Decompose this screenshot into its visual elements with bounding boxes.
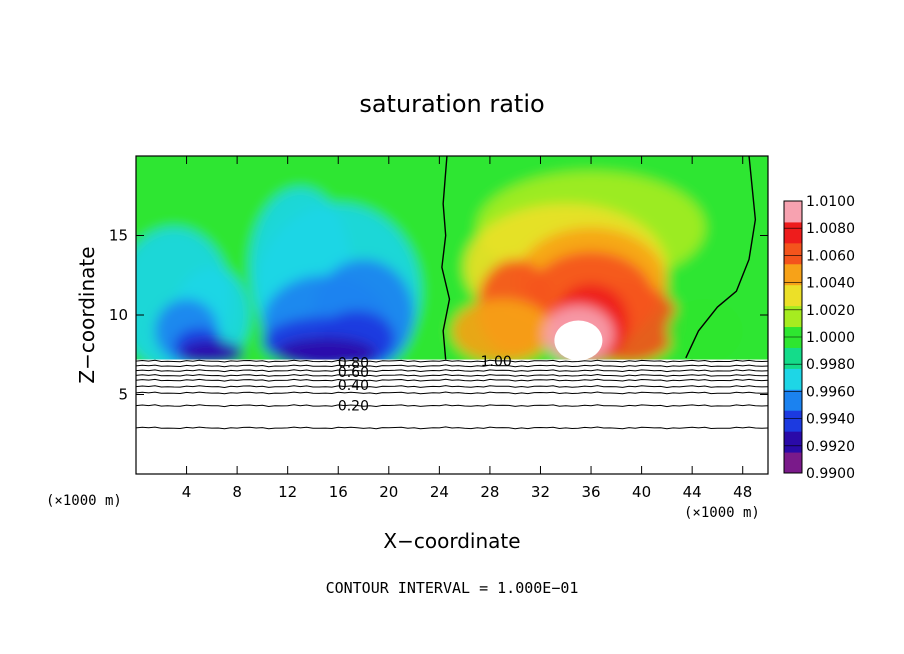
colorbar-swatch — [784, 201, 802, 223]
x-unit-right: (×1000 m) — [684, 505, 760, 521]
y-axis: 5 10 15 — [109, 227, 768, 404]
colorbar-swatch — [784, 263, 802, 286]
colorbar-label: 0.9940 — [806, 412, 855, 428]
colorbar-swatch — [784, 284, 802, 307]
colorbar-swatch — [784, 410, 802, 432]
contour-line — [136, 404, 768, 408]
y-tick-label: 15 — [109, 227, 128, 245]
colorbar-label: 1.0080 — [806, 221, 855, 237]
colorbar-label: 1.0000 — [806, 330, 855, 346]
x-tick-label: 12 — [278, 483, 297, 501]
contour-label: 1.00 — [481, 354, 512, 370]
contour-label: 0.60 — [338, 365, 369, 381]
undersaturated-layer — [136, 359, 768, 474]
y-tick-label: 5 — [118, 386, 128, 404]
colorbar-label: 1.0060 — [806, 248, 855, 264]
colorbar-label: 0.9980 — [806, 357, 855, 373]
contour-line — [136, 385, 768, 389]
colorbar-label: 1.0020 — [806, 303, 855, 319]
colorbar-label: 0.9960 — [806, 384, 855, 400]
x-tick-label: 8 — [232, 483, 242, 501]
y-tick-label: 10 — [109, 306, 128, 324]
colorbar-swatch — [784, 347, 802, 369]
contour-line — [136, 359, 768, 363]
y-axis-label: Z−coordinate — [75, 246, 99, 383]
contour-label: 0.40 — [338, 378, 369, 394]
colorbar-label: 0.9920 — [806, 439, 855, 455]
colorbar-label: 0.9900 — [806, 466, 855, 482]
x-tick-label: 40 — [632, 483, 651, 501]
contour-line — [136, 364, 768, 368]
x-tick-label: 36 — [581, 483, 600, 501]
contour-line-1-00-left — [441, 156, 451, 360]
chart-title: saturation ratio — [359, 90, 544, 118]
colorbar-swatch — [784, 452, 802, 474]
contour-interval-note: CONTOUR INTERVAL = 1.000E−01 — [326, 579, 579, 597]
x-tick-label: 20 — [379, 483, 398, 501]
x-tick-label: 28 — [480, 483, 499, 501]
colorbar-label: 1.0040 — [806, 276, 855, 292]
contour-line-1-00-right — [685, 156, 757, 359]
colorbar-swatch — [784, 431, 802, 453]
x-tick-label: 44 — [683, 483, 702, 501]
colorbar: 1.0100 1.0080 1.0060 1.0040 1.0020 1.0000 0.99… — [783, 194, 855, 482]
contour-line — [136, 369, 768, 373]
colorbar-swatch — [784, 242, 802, 265]
contour-label: 0.80 — [338, 356, 369, 372]
x-axis-label: X−coordinate — [383, 529, 520, 553]
x-axis: 4 8 12 16 20 24 28 32 36 40 44 48 — [182, 156, 752, 501]
x-tick-label: 16 — [329, 483, 348, 501]
contour-line — [136, 373, 768, 377]
x-tick-label: 24 — [430, 483, 449, 501]
colorbar-swatch — [784, 305, 802, 328]
x-unit-left: (×1000 m) — [46, 493, 122, 509]
x-tick-label: 32 — [531, 483, 550, 501]
contour-line — [136, 378, 768, 382]
contour-label: 0.20 — [338, 399, 369, 415]
colorbar-swatch — [784, 368, 802, 390]
colorbar-label: 1.0100 — [806, 194, 855, 210]
x-tick-label: 48 — [733, 483, 752, 501]
x-tick-label: 4 — [182, 483, 192, 501]
plot-area: 1.00 0.800.600.40 0.20 — [135, 155, 769, 475]
colorbar-swatch — [784, 221, 802, 244]
contour-line — [136, 426, 768, 430]
colorbar-swatch — [784, 389, 802, 411]
contour-line — [136, 391, 768, 395]
